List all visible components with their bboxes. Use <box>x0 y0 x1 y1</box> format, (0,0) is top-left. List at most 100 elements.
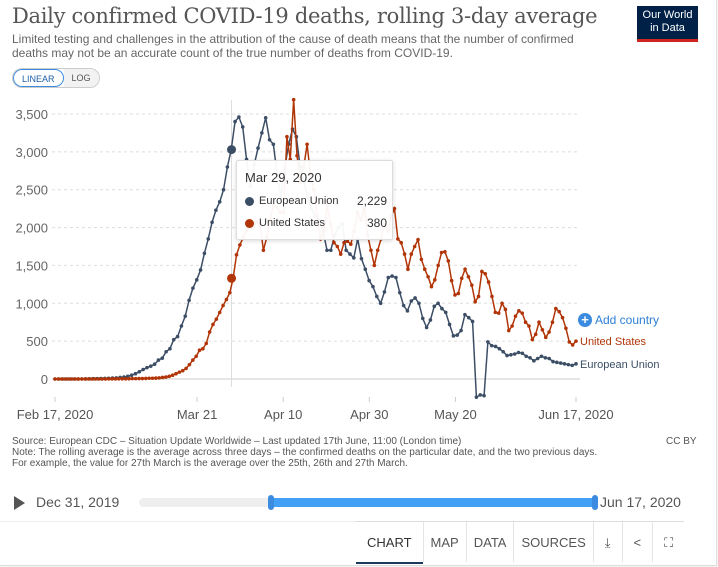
data-point <box>560 315 565 320</box>
data-point <box>148 364 153 368</box>
data-point <box>198 268 203 272</box>
x-tick-label: Apr 10 <box>264 407 302 422</box>
logo-line-1: Our World <box>642 9 693 21</box>
tab-chart[interactable]: CHART <box>356 522 423 564</box>
timeline: Dec 31, 2019 Jun 17, 2020 <box>12 492 702 514</box>
timeline-end-handle[interactable] <box>592 495 598 510</box>
data-point <box>348 252 352 256</box>
play-icon[interactable] <box>14 496 25 510</box>
data-point <box>446 259 451 263</box>
owid-logo[interactable]: Our World in Data <box>637 6 698 42</box>
data-point <box>100 377 104 381</box>
data-point <box>256 146 260 150</box>
data-point <box>214 317 219 321</box>
data-point <box>305 142 309 147</box>
timeline-start-handle[interactable] <box>268 495 275 510</box>
data-point <box>369 248 373 253</box>
share-icon[interactable]: < <box>621 522 653 562</box>
tab-map[interactable]: MAP <box>422 522 466 562</box>
data-point <box>486 340 490 344</box>
data-point <box>224 297 229 302</box>
linear-scale-button[interactable]: LINEAR <box>13 69 64 87</box>
data-point <box>96 377 101 381</box>
tooltip-date: Mar 29, 2020 <box>245 170 322 185</box>
data-point <box>73 377 77 381</box>
hover-point <box>227 145 237 155</box>
data-point <box>535 356 540 361</box>
fullscreen-icon[interactable]: ⛶ <box>652 522 684 562</box>
tab-sources[interactable]: SOURCES <box>513 522 592 562</box>
data-point <box>386 275 391 280</box>
footer-notes: Source: European CDC – Situation Update … <box>12 436 702 469</box>
data-point <box>567 340 572 344</box>
data-point <box>221 187 226 192</box>
data-point <box>432 304 437 309</box>
data-point <box>202 251 207 256</box>
license-link[interactable]: CC BY <box>666 436 697 447</box>
x-tick-label: May 20 <box>434 407 477 422</box>
data-point <box>490 294 494 299</box>
note-text-2: For example, the value for 27th March is… <box>12 458 408 469</box>
data-point <box>557 309 561 314</box>
download-icon[interactable]: ⤓ <box>592 522 622 562</box>
data-point <box>473 299 477 304</box>
chart-title: Daily confirmed COVID-19 deaths, rolling… <box>12 4 598 28</box>
data-point <box>217 200 222 204</box>
tooltip-row-eu: European Union 2,229 <box>245 194 387 208</box>
timeline-track[interactable] <box>139 495 598 510</box>
chart-subtitle: Limited testing and challenges in the at… <box>12 32 574 60</box>
data-point <box>332 240 336 245</box>
series-end-label[interactable]: European Union <box>580 359 660 371</box>
data-point <box>344 248 348 253</box>
data-point <box>367 278 371 283</box>
data-point <box>175 334 180 339</box>
timeline-start-label: Dec 31, 2019 <box>36 494 120 510</box>
tooltip-eu-value: 2,229 <box>356 194 387 208</box>
data-point <box>83 377 88 381</box>
data-point <box>372 263 377 268</box>
data-point <box>345 239 350 243</box>
data-point <box>413 296 417 300</box>
timeline-end-label: Jun 17, 2020 <box>600 494 681 510</box>
data-point <box>478 393 483 397</box>
data-point <box>194 278 199 282</box>
tooltip-us-name: United States <box>259 217 326 229</box>
data-point <box>399 240 404 245</box>
data-point <box>378 301 383 306</box>
note-text-1: Note: The rolling average is the average… <box>12 447 598 458</box>
x-tick-label: Mar 21 <box>177 407 217 422</box>
data-point <box>551 359 555 364</box>
data-point <box>555 360 559 365</box>
data-point <box>201 346 205 351</box>
log-scale-button[interactable]: LOG <box>63 69 99 87</box>
data-point <box>520 311 525 315</box>
add-country-button[interactable]: + Add country <box>578 313 659 327</box>
data-point <box>53 377 57 381</box>
data-point <box>179 324 184 328</box>
data-point <box>56 377 61 381</box>
series-end-label[interactable]: United States <box>580 336 647 348</box>
data-point <box>570 363 574 368</box>
y-tick-label: 1,000 <box>15 296 48 311</box>
data-point <box>352 256 356 260</box>
add-country-label: Add country <box>595 313 660 327</box>
data-point <box>503 307 508 312</box>
data-point <box>466 274 471 279</box>
data-point <box>547 330 551 334</box>
data-point <box>509 352 513 357</box>
data-point <box>260 131 264 135</box>
data-point <box>496 311 501 315</box>
tab-data[interactable]: DATA <box>465 522 514 562</box>
data-point <box>183 314 188 318</box>
data-point <box>527 324 531 328</box>
series-european-union[interactable] <box>53 115 578 399</box>
data-point <box>530 337 535 342</box>
data-point <box>160 356 165 360</box>
data-point <box>429 284 434 289</box>
data-point <box>86 377 91 381</box>
data-point <box>117 376 121 381</box>
data-point <box>489 343 494 348</box>
data-point <box>187 362 192 367</box>
data-point <box>76 377 81 381</box>
data-point <box>204 341 209 346</box>
